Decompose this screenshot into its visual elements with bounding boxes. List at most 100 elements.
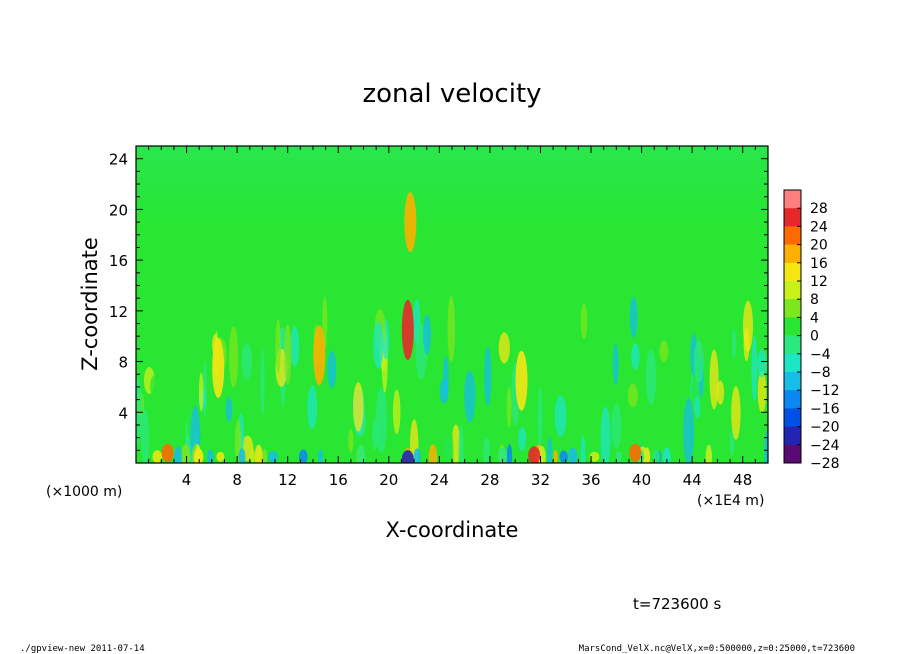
colorbar-label: −28 (810, 456, 840, 472)
velocity-feature (401, 450, 414, 463)
colorbar-label: −16 (810, 401, 840, 417)
velocity-streak (694, 396, 701, 419)
velocity-feature (404, 192, 417, 253)
velocity-streak (709, 349, 719, 410)
surface-cell (181, 444, 191, 463)
velocity-streak (141, 409, 150, 463)
surface-cell (216, 451, 225, 462)
y-tick-label: 4 (118, 404, 128, 422)
velocity-streak (136, 377, 143, 445)
velocity-streak (506, 386, 512, 428)
surface-cell (705, 444, 712, 463)
footer-left: ./gpview-new 2011-07-14 (20, 644, 145, 654)
colorbar-swatch (784, 426, 801, 446)
colorbar-label: 4 (810, 310, 819, 326)
y-unit-label: (×1000 m) (46, 484, 122, 500)
surface-cell (652, 449, 661, 463)
colorbar-label: 8 (810, 292, 819, 308)
velocity-streak (764, 429, 768, 463)
velocity-streak (353, 382, 364, 432)
colorbar-swatch (784, 353, 801, 373)
velocity-feature (313, 325, 326, 386)
surface-cell (262, 449, 268, 463)
colorbar-label: −8 (810, 365, 831, 381)
velocity-streak (498, 332, 510, 364)
velocity-streak (373, 321, 384, 369)
surface-cell (250, 448, 255, 463)
velocity-streak (612, 343, 619, 386)
surface-cell (268, 451, 278, 463)
surface-cell (318, 449, 323, 463)
colorbar-label: 16 (810, 256, 828, 272)
velocity-streak (241, 343, 253, 380)
colorbar-label: −24 (810, 438, 840, 454)
velocity-streak (284, 324, 292, 385)
velocity-streak (554, 395, 567, 437)
colorbar-swatch (784, 372, 801, 391)
surface-cell (662, 447, 671, 463)
y-tick-label: 12 (109, 303, 128, 321)
velocity-streak (631, 343, 640, 370)
surface-cell (428, 444, 438, 463)
x-unit-label: (×1E4 m) (697, 493, 764, 509)
x-tick-label: 24 (430, 471, 449, 489)
velocity-streak (229, 325, 239, 388)
surface-cell (497, 447, 508, 463)
colorbar-label: 20 (810, 238, 828, 254)
velocity-streak (447, 295, 456, 363)
velocity-streak (198, 372, 204, 412)
velocity-streak (310, 437, 321, 463)
colorbar-swatch (784, 390, 801, 409)
velocity-streak (751, 335, 758, 402)
velocity-streak (423, 314, 431, 355)
colorbar-frame (783, 189, 802, 464)
velocity-streak (627, 383, 639, 408)
velocity-streak (731, 328, 737, 359)
colorbar-swatch (784, 244, 801, 264)
colorbar-label: 12 (810, 274, 828, 290)
velocity-streak (439, 379, 449, 404)
surface-cell (413, 448, 421, 463)
velocity-streak (307, 385, 318, 430)
velocity-streak (170, 320, 179, 384)
colorbar-swatch (784, 444, 801, 464)
velocity-streak (225, 397, 233, 422)
velocity-streak (275, 319, 281, 375)
velocity-feature (161, 443, 174, 462)
velocity-streak (666, 340, 678, 362)
colorbar: 28 24 20 16 12 8 4 0 −4 −8 −12 −16 −20 −24 −28 (783, 189, 840, 472)
y-ticks: 4 8 12 16 20 24 (109, 145, 768, 451)
colorbar-swatch (784, 408, 801, 427)
velocity-streak (729, 429, 735, 457)
colorbar-swatch (784, 281, 801, 300)
colorbar-swatch (784, 226, 801, 245)
velocity-feature (401, 299, 414, 360)
x-tick-label: 20 (379, 471, 398, 489)
velocity-streak (167, 396, 176, 443)
velocity-streak (483, 436, 490, 463)
surface-cell (254, 444, 263, 463)
velocity-streak (150, 375, 159, 397)
x-tick-label: 12 (278, 471, 297, 489)
velocity-streak (458, 424, 464, 463)
velocity-streak (600, 406, 611, 463)
colorbar-swatch (784, 190, 801, 209)
y-tick-label: 16 (109, 252, 128, 270)
x-tick-label: 32 (531, 471, 550, 489)
surface-cell (615, 450, 622, 463)
y-tick-label: 24 (109, 151, 128, 169)
velocity-streak (683, 398, 694, 463)
surface-cell (589, 451, 600, 462)
velocity-streak (326, 406, 336, 437)
velocity-streak (731, 386, 741, 440)
x-tick-label: 16 (329, 471, 348, 489)
velocity-streak (716, 380, 725, 405)
x-tick-label: 40 (632, 471, 651, 489)
velocity-streak (580, 435, 586, 463)
x-axis-label: X-coordinate (386, 518, 519, 542)
y-tick-label: 8 (118, 354, 128, 372)
x-tick-label: 8 (232, 471, 242, 489)
velocity-streak (757, 349, 767, 378)
surface-cell (568, 447, 578, 463)
